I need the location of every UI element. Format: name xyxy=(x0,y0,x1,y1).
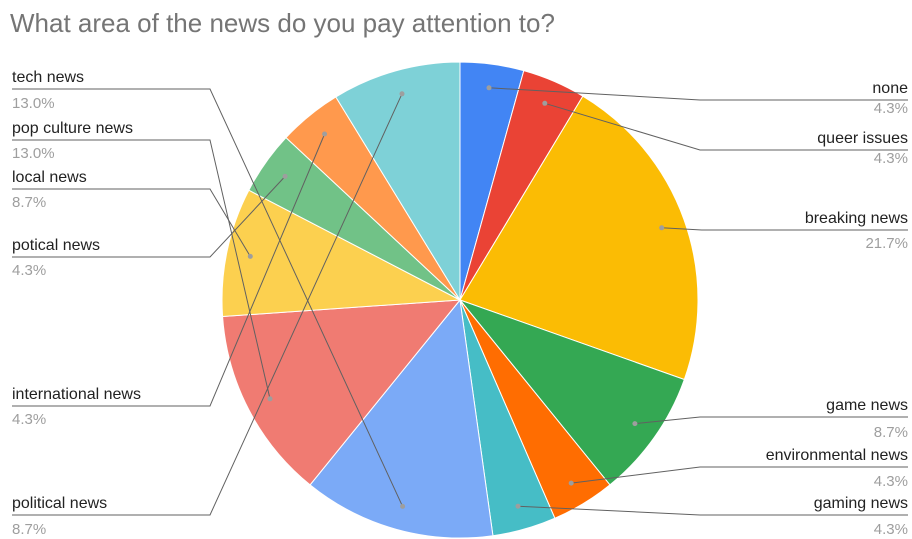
slice-label: game news xyxy=(826,397,908,414)
slice-percent: 13.0% xyxy=(12,95,55,112)
slice-label: international news xyxy=(12,386,141,403)
leader-dot xyxy=(659,225,665,231)
pie-slice xyxy=(459,95,699,381)
slice-label: environmental news xyxy=(766,447,908,464)
slice-percent: 8.7% xyxy=(12,521,46,538)
leader-dot xyxy=(399,91,405,97)
slice-percent: 4.3% xyxy=(874,473,908,490)
leader-line xyxy=(544,102,908,151)
leader-line xyxy=(12,188,251,257)
leader-line xyxy=(488,87,908,101)
slice-label: queer issues xyxy=(817,130,908,147)
slice-percent: 8.7% xyxy=(874,424,908,441)
leader-dot xyxy=(568,480,574,486)
pie-slices xyxy=(221,61,699,539)
slice-percent: 13.0% xyxy=(12,145,55,162)
slice-labels: none 4.3% queer issues 4.3% breaking news 21.… xyxy=(12,69,908,538)
chart-title: What area of the news do you pay attenti… xyxy=(10,8,555,38)
leader-dot xyxy=(542,100,548,106)
leader-dot xyxy=(515,503,521,509)
leader-line xyxy=(661,227,908,231)
pie-slice xyxy=(458,298,685,486)
slice-label: pop culture news xyxy=(12,120,133,137)
slice-label: potical news xyxy=(12,237,100,254)
pie-slice xyxy=(309,298,494,539)
slice-label: local news xyxy=(12,169,87,186)
slice-percent: 4.3% xyxy=(874,150,908,167)
leader-lines xyxy=(12,85,908,516)
slice-percent: 4.3% xyxy=(12,411,46,428)
leader-line xyxy=(571,466,908,484)
pie-slice xyxy=(335,61,461,302)
leader-line xyxy=(517,505,908,516)
leader-dot xyxy=(400,503,406,509)
slice-label: tech news xyxy=(12,69,84,86)
slice-label: political news xyxy=(12,495,107,512)
leader-dot xyxy=(247,253,253,259)
leader-dot xyxy=(632,421,638,427)
slice-percent: 21.7% xyxy=(865,235,908,252)
slice-percent: 8.7% xyxy=(12,194,46,211)
leader-dot xyxy=(267,396,273,402)
leader-line xyxy=(12,139,271,399)
slice-label: breaking news xyxy=(805,210,908,227)
leader-line xyxy=(12,88,404,507)
leader-line xyxy=(12,176,286,258)
slice-label: gaming news xyxy=(814,495,908,512)
leader-dot xyxy=(322,131,328,137)
slice-label: none xyxy=(872,80,908,97)
slice-percent: 4.3% xyxy=(874,100,908,117)
leader-dot xyxy=(486,85,492,91)
leader-line xyxy=(634,416,908,425)
slice-percent: 4.3% xyxy=(874,521,908,538)
leader-line xyxy=(12,133,326,407)
leader-line xyxy=(12,93,403,516)
pie-slice xyxy=(222,299,462,486)
slice-percent: 4.3% xyxy=(12,262,46,279)
pie-slice xyxy=(221,189,462,318)
leader-dot xyxy=(282,173,288,179)
